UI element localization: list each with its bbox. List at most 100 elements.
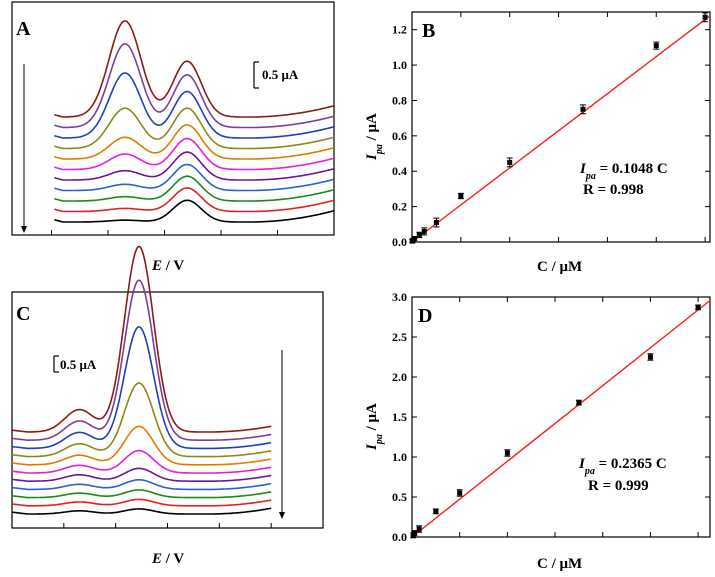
voltammogram-curve-7 (54, 151, 335, 181)
y-tick-label: 0.5 (392, 490, 407, 504)
panel-a-frame (11, 1, 335, 236)
voltammogram-curve-9 (11, 489, 272, 499)
panel-b-eq-rest: = 0.1048 C (596, 161, 668, 177)
voltammogram-curve-6 (11, 449, 272, 474)
data-point (647, 354, 653, 360)
panel-b-eq-sub: pa (585, 171, 596, 182)
fit-line (411, 15, 711, 243)
panel-d-eq-sub: pa (584, 466, 595, 477)
panel-b-x-label: C / μM (537, 259, 582, 275)
data-point (580, 106, 586, 112)
y-tick-label: 0.8 (392, 93, 407, 107)
panel-d-y-sub: pa (374, 434, 385, 445)
voltammogram-curve-1 (54, 20, 335, 118)
panel-d-y-italic: I (364, 443, 380, 451)
y-tick-label: 0.0 (392, 235, 407, 249)
panel-b-ticks: 0.0 0.2 0.4 0.6 0.8 1.0 1.2 (392, 12, 710, 249)
panel-a-x-label-italic: E (151, 258, 162, 274)
panel-b-y-rest: / μA (364, 113, 380, 144)
data-point (433, 508, 439, 514)
voltammogram-curve-11 (11, 507, 272, 515)
panel-d-ticks: 0.0 0.5 1.0 1.5 2.0 2.5 3.0 (392, 290, 710, 544)
panel-c-x-label-italic: E (151, 551, 162, 567)
panel-d-eq-italic: I (578, 456, 586, 472)
voltammogram-curve-6 (54, 137, 335, 171)
data-point (421, 228, 427, 234)
panel-c-x-label-rest: / V (162, 551, 184, 567)
data-point (653, 43, 659, 49)
voltammogram-curve-11 (54, 199, 335, 223)
voltammogram-curve-4 (11, 382, 272, 458)
panel-a-scale-label: 0.5 μA (262, 67, 299, 82)
data-point (416, 232, 422, 238)
data-point (702, 14, 708, 20)
panel-b-frame (411, 11, 711, 243)
panel-b-r-value: R = 0.998 (583, 182, 644, 198)
panel-d-equation: Ipa = 0.2365 C (578, 456, 667, 477)
panel-a-letter: A (16, 18, 31, 40)
y-tick-label: 2.0 (392, 370, 407, 384)
panel-c-curves (11, 245, 272, 515)
y-tick-label: 0.0 (392, 530, 407, 544)
data-point (457, 490, 463, 496)
y-tick-label: 1.5 (392, 410, 407, 424)
panel-a-x-label: E / V (151, 258, 184, 274)
panel-d-x-label: C / μM (537, 556, 582, 572)
panel-d-data (410, 299, 711, 539)
panel-d-r-value: R = 0.999 (588, 478, 649, 494)
voltammogram-curve-10 (54, 187, 335, 213)
panel-a-curves (54, 20, 335, 223)
panel-b-data (409, 12, 711, 244)
voltammogram-curve-3 (54, 72, 335, 139)
data-point (458, 193, 464, 199)
y-tick-label: 0.6 (392, 129, 407, 143)
panel-a: A 0.5 μA E / V (11, 1, 335, 274)
panel-d: D 0.0 0.5 1.0 1.5 2.0 2.5 3.0 Ipa = 0.2365 C R… (364, 290, 711, 572)
panel-c-arrow-head (279, 512, 285, 519)
voltammogram-curve-5 (54, 124, 335, 160)
panel-c: C 0.5 μA E / V (11, 245, 324, 567)
y-tick-label: 3.0 (392, 290, 407, 304)
y-tick-label: 2.5 (392, 330, 407, 344)
fit-line (411, 299, 711, 538)
panel-d-y-label: Ipa / μA (364, 403, 385, 451)
voltammogram-curve-7 (11, 467, 272, 482)
data-point (411, 235, 417, 241)
panel-b-equation: Ipa = 0.1048 C (579, 161, 668, 182)
data-point (576, 400, 582, 406)
y-tick-label: 1.2 (392, 23, 407, 37)
data-point (416, 526, 422, 532)
panel-c-scale-label: 0.5 μA (60, 357, 97, 372)
voltammogram-curve-8 (54, 163, 335, 192)
panel-a-x-label-rest: / V (162, 258, 184, 274)
voltammogram-curve-2 (54, 43, 335, 129)
data-point (507, 159, 513, 165)
voltammogram-curve-2 (11, 279, 272, 441)
data-point (504, 450, 510, 456)
panel-b-eq-italic: I (579, 161, 587, 177)
panel-a-x-ticks (51, 230, 335, 235)
panel-b-y-italic: I (364, 153, 380, 161)
voltammogram-curve-4 (54, 107, 335, 150)
panel-d-letter: D (418, 305, 432, 327)
panel-c-letter: C (16, 303, 30, 325)
panel-b-y-sub: pa (374, 144, 385, 155)
data-point (433, 220, 439, 226)
panel-c-x-ticks (11, 523, 324, 528)
voltammogram-curve-10 (11, 498, 272, 507)
y-tick-label: 0.4 (392, 164, 407, 178)
voltammogram-curve-5 (11, 425, 272, 466)
panel-b-y-label: Ipa / μA (364, 113, 385, 161)
panel-b-letter: B (422, 20, 435, 42)
panel-b: B 0.0 0.2 0.4 0.6 0.8 1.0 1.2 Ipa = 0.1048 C R… (364, 11, 711, 275)
voltammogram-curve-8 (11, 479, 272, 491)
panel-d-eq-rest: = 0.2365 C (595, 456, 667, 472)
y-tick-label: 1.0 (392, 450, 407, 464)
panel-a-arrow-head (21, 226, 27, 233)
y-tick-label: 0.2 (392, 200, 407, 214)
y-tick-label: 1.0 (392, 58, 407, 72)
voltammogram-curve-1 (11, 245, 272, 433)
panel-d-y-rest: / μA (364, 403, 380, 434)
panel-c-x-label: E / V (151, 551, 184, 567)
